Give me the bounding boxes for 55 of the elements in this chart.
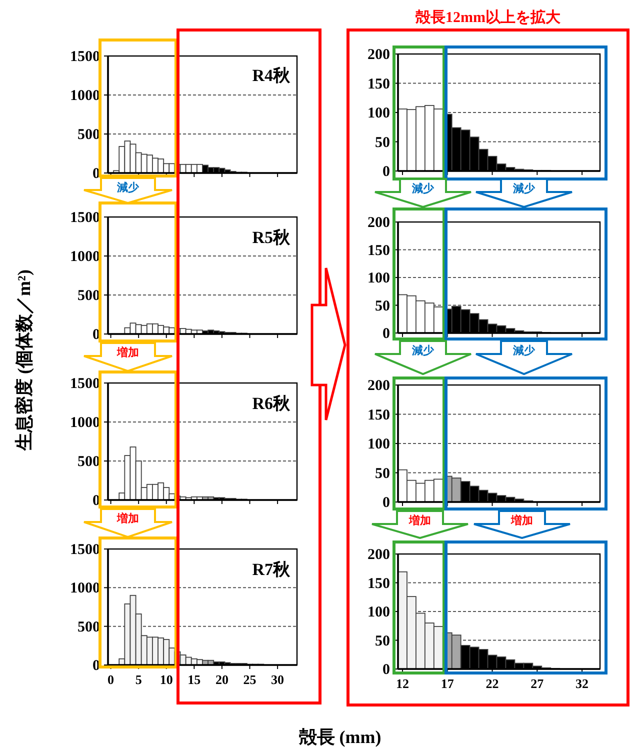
- y-tick-label: 1500: [70, 49, 100, 65]
- text: 減少: [411, 344, 435, 357]
- text: 増加: [408, 514, 431, 527]
- y-tick-label: 0: [382, 326, 390, 342]
- y-tick-label: 100: [368, 106, 390, 122]
- chart-title: 殻長12mm以上を拡大: [414, 9, 562, 26]
- x-tick-label: 27: [530, 676, 544, 691]
- x-tick-label: 25: [243, 672, 257, 687]
- text: R5秋: [252, 228, 291, 247]
- text: 減少: [411, 182, 435, 195]
- x-tick-label: 30: [271, 672, 284, 687]
- text: R6秋: [252, 394, 291, 413]
- y-tick-label: 50: [375, 298, 390, 314]
- x-tick-label: 15: [188, 672, 202, 687]
- x-tick-label: 12: [396, 676, 409, 691]
- y-tick-label: 150: [368, 242, 390, 259]
- text: 増加: [510, 514, 533, 527]
- text: 減少: [512, 182, 536, 195]
- x-tick-label: 32: [576, 676, 589, 691]
- text: 減少: [512, 344, 536, 357]
- y-tick-label: 200: [368, 378, 390, 394]
- text: R4秋: [252, 66, 291, 85]
- text: 増加: [116, 512, 139, 525]
- y-tick-label: 1500: [70, 210, 100, 226]
- y-tick-label: 150: [368, 76, 390, 92]
- y-tick-label: 50: [375, 633, 390, 650]
- x-tick-label: 20: [215, 672, 228, 687]
- y-tick-label: 1000: [70, 580, 100, 597]
- x-tick-label: 0: [108, 672, 114, 687]
- y-tick-label: 100: [368, 436, 390, 452]
- y-tick-label: 100: [368, 604, 390, 620]
- y-tick-label: 0: [382, 164, 390, 180]
- text: 増加: [116, 346, 139, 359]
- x-tick-label: 17: [440, 676, 454, 691]
- y-axis-title: 生息密度 (個体数／m²): [14, 270, 34, 452]
- y-tick-label: 150: [368, 407, 390, 424]
- y-tick-label: 1500: [70, 376, 100, 392]
- y-tick-label: 50: [375, 466, 390, 482]
- y-tick-label: 0: [382, 495, 390, 511]
- y-tick-label: 1500: [70, 542, 100, 558]
- y-tick-label: 100: [368, 270, 390, 286]
- text: R7秋: [252, 560, 291, 579]
- x-tick-label: 5: [135, 672, 142, 687]
- y-tick-label: 1000: [70, 249, 100, 265]
- y-tick-label: 200: [368, 215, 390, 231]
- x-axis-title: 殻長 (mm): [298, 727, 382, 747]
- x-tick-label: 10: [160, 672, 173, 687]
- text: 減少: [116, 181, 140, 194]
- y-tick-label: 200: [368, 47, 390, 63]
- y-tick-label: 1000: [70, 88, 100, 104]
- y-tick-label: 1000: [70, 415, 100, 431]
- y-tick-label: 50: [375, 134, 390, 151]
- y-tick-label: 150: [368, 576, 390, 592]
- x-tick-label: 22: [486, 676, 499, 691]
- y-tick-label: 200: [368, 547, 390, 563]
